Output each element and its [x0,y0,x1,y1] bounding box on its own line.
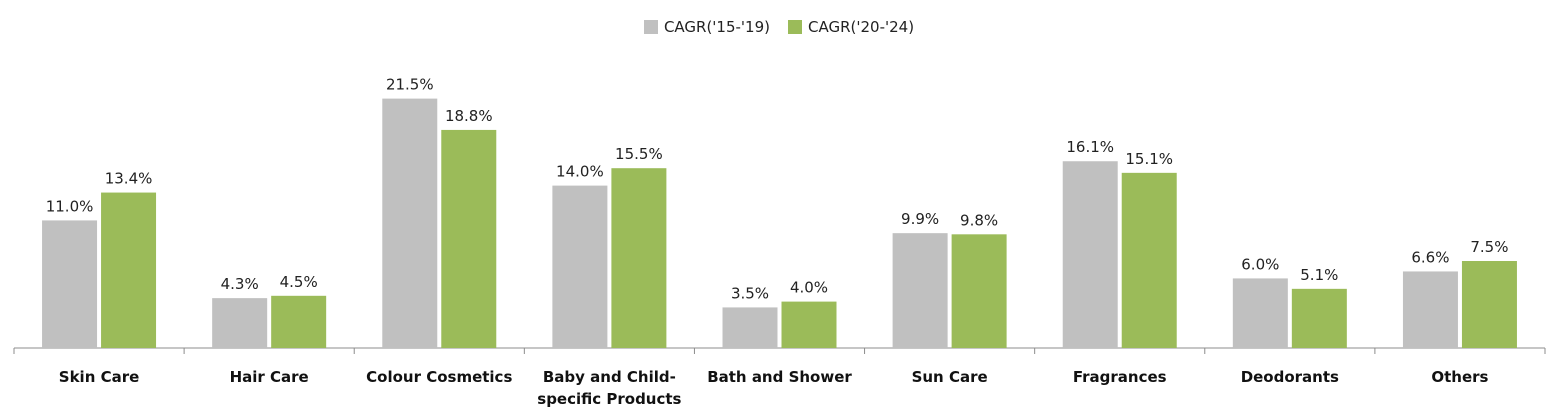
x-tick-label-3-line-0: Baby and Child- [543,368,676,386]
legend: CAGR('15-'19) CAGR('20-'24) [0,18,1558,36]
legend-item-series-2: CAGR('20-'24) [788,18,914,36]
bar-series-1-2 [382,98,438,348]
legend-item-series-1: CAGR('15-'19) [643,18,770,36]
bar-series-2-0 [101,192,157,348]
data-label-series-2-5: 9.8% [960,211,998,229]
bar-series-1-0 [42,220,98,348]
data-label-series-1-1: 4.3% [221,275,259,293]
x-tick-label-4: Bath and Shower [707,368,852,386]
bar-series-2-5 [951,234,1007,348]
data-label-series-1-7: 6.0% [1241,255,1279,273]
bar-series-1-4 [722,307,778,348]
bar-series-1-8 [1402,271,1458,348]
legend-label-series-1: CAGR('15-'19) [663,18,770,36]
data-label-series-1-8: 6.6% [1411,248,1449,266]
x-tick-label-1: Hair Care [230,368,309,386]
data-label-series-1-5: 9.9% [901,210,939,228]
legend-swatch-series-1 [643,20,658,34]
data-label-series-1-2: 21.5% [386,76,434,94]
x-tick-label-8: Others [1431,368,1488,386]
bar-series-1-6 [1062,161,1118,348]
bar-series-2-3 [611,168,667,348]
data-label-series-2-1: 4.5% [280,273,318,291]
data-label-series-2-8: 7.5% [1470,238,1508,256]
legend-label-series-2: CAGR('20-'24) [808,18,915,36]
bar-series-1-3 [552,185,608,348]
x-tick-label-5: Sun Care [912,368,988,386]
data-label-series-2-4: 4.0% [790,279,828,297]
x-tick-label-3-line-1: specific Products [537,390,681,408]
x-tick-label-6: Fragrances [1073,368,1167,386]
data-label-series-1-4: 3.5% [731,284,769,302]
data-label-series-1-0: 11.0% [46,197,94,215]
x-tick-label-7: Deodorants [1241,368,1339,386]
data-label-series-2-0: 13.4% [105,170,153,188]
bar-series-2-7 [1291,288,1347,348]
bar-series-1-7 [1232,278,1288,348]
data-label-series-1-3: 14.0% [556,163,604,181]
data-label-series-2-3: 15.5% [615,145,663,163]
data-label-series-2-7: 5.1% [1300,266,1338,284]
data-label-series-2-2: 18.8% [445,107,493,125]
legend-swatch-series-2 [788,20,802,34]
data-label-series-1-6: 16.1% [1066,138,1114,156]
data-label-series-2-6: 15.1% [1125,150,1173,168]
x-tick-label-0: Skin Care [59,368,140,386]
bar-series-2-2 [441,129,497,348]
bar-series-1-5 [892,233,948,348]
bar-series-2-4 [781,301,837,348]
bar-series-1-1 [212,298,268,348]
bar-series-2-8 [1461,261,1517,348]
bar-series-2-6 [1121,172,1177,348]
bar-series-2-1 [271,295,327,348]
x-tick-label-2: Colour Cosmetics [366,368,512,386]
